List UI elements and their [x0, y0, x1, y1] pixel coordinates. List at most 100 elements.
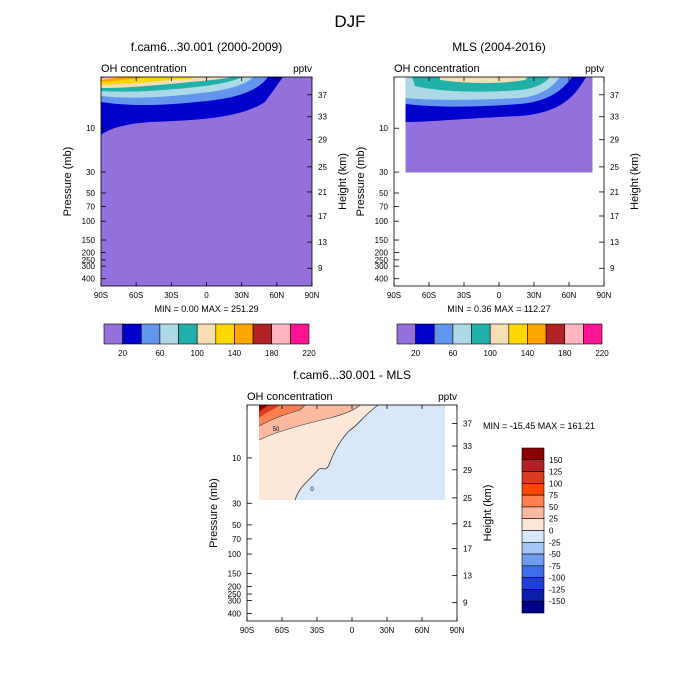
panel-mls: MLS (2004-2016) OH concentration pptv 90S 60…: [355, 40, 641, 358]
y-right-tick-label: 37: [318, 91, 327, 100]
colorbar-label: 25: [549, 515, 558, 524]
y-tick-label: 30: [232, 499, 241, 508]
panel-title: MLS (2004-2016): [452, 40, 545, 54]
y-tick-label: 30: [86, 168, 95, 177]
contour-band: [440, 77, 528, 83]
min-max-stats: MIN = -15.45 MAX = 161.21: [483, 421, 595, 431]
plot-area: [101, 77, 312, 286]
colorbar-box: [452, 323, 472, 345]
y-right-tick-label: 13: [610, 238, 619, 247]
colorbar-label: 180: [265, 349, 279, 358]
x-tick-label: 90S: [240, 626, 254, 635]
panel-subtitle: OH concentration: [394, 63, 480, 75]
units-label: pptv: [293, 64, 312, 75]
x-tick-label: 30N: [380, 626, 395, 635]
y-right-tick-label: 29: [463, 466, 472, 475]
y-right-tick-label: 9: [463, 599, 468, 608]
y-axis-label: Pressure (mb): [62, 147, 74, 217]
y-tick-label: 200: [228, 582, 242, 591]
colorbar-label: 125: [549, 468, 563, 477]
contour-label: 50: [273, 427, 280, 433]
min-max-stats: MIN = 0.36 MAX = 112.27: [447, 304, 550, 314]
x-tick-label: 0: [350, 626, 355, 635]
y-right-tick-label: 33: [610, 113, 619, 122]
colorbar-box: [521, 541, 545, 555]
y-right-tick-label: 37: [610, 91, 619, 100]
y-right-tick-label: 9: [610, 264, 615, 273]
figure-title: DJF: [334, 12, 365, 31]
y-right-tick-label: 25: [318, 163, 327, 172]
y-tick-label: 50: [86, 189, 95, 198]
contour-band: [259, 405, 280, 418]
colorbar-label: 100: [549, 479, 563, 488]
contour-line: [258, 404, 361, 441]
panel-title: f.cam6...30.001 (2000-2009): [131, 40, 282, 54]
colorbar-box: [489, 323, 510, 345]
colorbar-label: 20: [118, 349, 127, 358]
colorbar-label: 180: [558, 349, 572, 358]
colorbar-box: [196, 323, 217, 345]
y-tick-label: 400: [82, 275, 96, 284]
y-tick-label: 10: [86, 124, 95, 133]
colorbar-box: [521, 459, 545, 472]
colorbar-box: [521, 565, 545, 578]
colorbar-label: 75: [549, 491, 558, 500]
contour-band: [101, 77, 118, 80]
colorbar-label: 50: [549, 503, 558, 512]
x-tick-label: 30S: [457, 291, 471, 300]
y-tick-label: 70: [379, 203, 388, 212]
x-tick-label: 0: [497, 291, 502, 300]
y-right-axis-label: Height (km): [482, 485, 494, 542]
y-tick-label: 100: [228, 550, 242, 559]
colorbar-box: [521, 518, 545, 531]
colorbar-label: -150: [549, 597, 566, 606]
y-tick-label: 100: [375, 217, 389, 226]
colorbar-label: 60: [448, 349, 457, 358]
y-axis-label: Pressure (mb): [355, 147, 367, 217]
colorbar-box: [521, 577, 545, 590]
y-tick-label: 10: [379, 124, 388, 133]
y-tick-label: 400: [375, 275, 389, 284]
colorbar-box: [159, 323, 179, 345]
y-tick-label: 300: [82, 262, 96, 271]
y-right-tick-label: 21: [463, 520, 472, 529]
colorbar-label: -75: [549, 562, 561, 571]
colorbar-label: 60: [155, 349, 164, 358]
x-tick-label: 60N: [269, 291, 284, 300]
colorbar-box: [215, 323, 235, 345]
x-tick-label: 60S: [275, 626, 289, 635]
panel-model: f.cam6...30.001 (2000-2009) OH concentrat…: [62, 40, 349, 358]
x-tick-label: 30S: [164, 291, 178, 300]
colorbar-label: 150: [549, 456, 563, 465]
y-axis-label: Pressure (mb): [208, 478, 220, 548]
colorbar-label: -50: [549, 550, 561, 559]
colorbar-box: [521, 589, 545, 602]
y-right-tick-label: 17: [463, 545, 472, 554]
contour-line-zero: [294, 404, 379, 501]
x-tick-label: 90N: [597, 291, 612, 300]
colorbar-box: [521, 530, 545, 543]
y-tick-label: 50: [379, 189, 388, 198]
colorbar-box: [290, 323, 310, 345]
y-tick-label: 30: [379, 168, 388, 177]
plot-area: 50 0: [258, 404, 445, 501]
panel-subtitle: OH concentration: [247, 391, 333, 403]
colorbar-box: [508, 323, 528, 345]
colorbar-box: [178, 323, 198, 345]
y-right-tick-label: 29: [610, 136, 619, 145]
x-tick-label: 30S: [310, 626, 324, 635]
plot-area: [405, 77, 593, 173]
x-tick-label: 30N: [527, 291, 542, 300]
y-right-tick-label: 21: [610, 188, 619, 197]
panel-difference: 50 0 f.cam6...30.001 - MLS OH concentration…: [208, 368, 595, 635]
y-tick-label: 70: [232, 535, 241, 544]
y-right-axis-label: Height (km): [337, 153, 349, 210]
y-tick-label: 250: [82, 256, 96, 265]
colorbar-label: 140: [228, 349, 242, 358]
y-tick-label: 150: [375, 236, 389, 245]
colorbar-box: [433, 323, 454, 345]
x-tick-label: 0: [204, 291, 209, 300]
x-tick-label: 60S: [422, 291, 436, 300]
colorbar-box: [396, 323, 416, 345]
